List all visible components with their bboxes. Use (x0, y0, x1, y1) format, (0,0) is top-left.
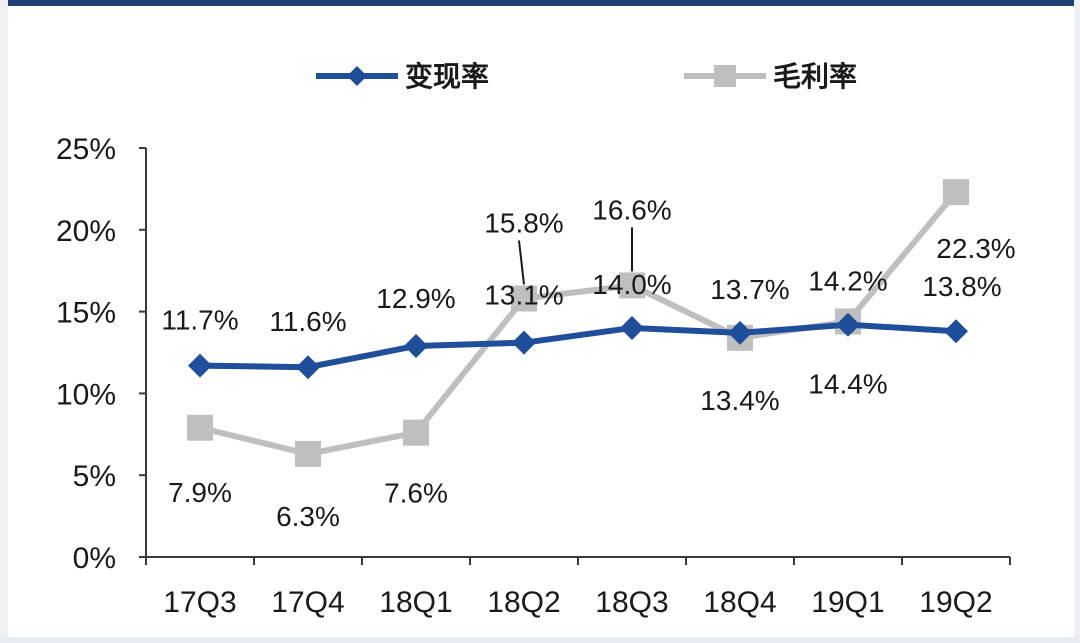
y-tick-label: 15% (56, 297, 116, 330)
data-point-0 (944, 319, 968, 344)
data-point-0 (404, 333, 428, 358)
legend-label: 变现率 (405, 60, 489, 92)
data-label-1: 22.3% (936, 233, 1015, 264)
data-label-1: 14.4% (808, 368, 887, 399)
data-point-0 (296, 355, 320, 380)
data-label-0: 13.1% (484, 280, 563, 311)
data-label-1: 16.6% (592, 194, 671, 225)
data-label-1: 7.6% (384, 478, 448, 509)
y-tick-label: 25% (56, 133, 116, 166)
data-point-1 (403, 419, 429, 446)
data-point-1 (619, 272, 645, 299)
x-tick-label: 18Q4 (703, 586, 776, 619)
data-point-0 (620, 315, 644, 340)
legend-item-series-0: 变现率 (316, 60, 489, 92)
legend: 变现率 毛利率 (316, 60, 857, 92)
x-tick-label: 18Q3 (595, 586, 668, 619)
data-label-0: 11.6% (269, 306, 346, 337)
data-point-0 (836, 312, 860, 337)
data-point-0 (512, 330, 536, 355)
data-point-0 (188, 353, 212, 378)
x-tick-label: 19Q2 (919, 586, 992, 619)
data-label-1: 15.8% (484, 208, 563, 239)
legend-marker-square (714, 65, 736, 87)
data-label-1: 13.4% (700, 385, 779, 416)
data-point-1 (187, 414, 213, 441)
data-point-1 (295, 440, 321, 467)
x-tick-label: 19Q1 (811, 586, 884, 619)
x-tick-label: 18Q1 (379, 586, 452, 619)
data-point-0 (728, 320, 752, 345)
legend-label: 毛利率 (773, 60, 857, 92)
data-label-0: 13.8% (922, 271, 1001, 302)
right-border (1074, 0, 1080, 643)
data-point-1 (943, 179, 969, 206)
data-labels: 11.7% 11.6% 12.9% 13.1% 14.0% 13.7% 14.2% 13.8%… (161, 194, 1015, 532)
leader-line (518, 240, 525, 285)
legend-marker-diamond (347, 66, 367, 86)
data-label-0: 13.7% (710, 274, 789, 305)
data-label-0: 14.2% (808, 266, 887, 297)
data-label-0: 12.9% (376, 283, 455, 314)
data-label-1: 7.9% (168, 477, 232, 508)
y-tick-label: 10% (56, 378, 116, 411)
y-tick-label: 0% (73, 542, 116, 575)
left-border (0, 0, 8, 643)
x-tick-label: 17Q3 (163, 586, 236, 619)
series-layer (187, 179, 969, 467)
top-border (0, 0, 1080, 6)
legend-item-series-1: 毛利率 (684, 60, 857, 92)
x-tick-label: 18Q2 (487, 586, 560, 619)
bottom-border (0, 637, 1080, 643)
axes: 0% 5% 10% 15% 20% 25% 17Q3 17Q4 18Q1 18Q2 18Q3 18Q4… (56, 133, 1011, 619)
data-label-1: 6.3% (276, 501, 340, 532)
data-label-0: 14.0% (592, 269, 671, 300)
y-tick-label: 20% (56, 215, 116, 248)
data-label-0: 11.7% (161, 305, 238, 336)
series-line-0 (199, 321, 957, 371)
x-tick-label: 17Q4 (271, 586, 344, 619)
data-point-1 (511, 285, 537, 312)
y-tick-label: 5% (73, 460, 116, 493)
